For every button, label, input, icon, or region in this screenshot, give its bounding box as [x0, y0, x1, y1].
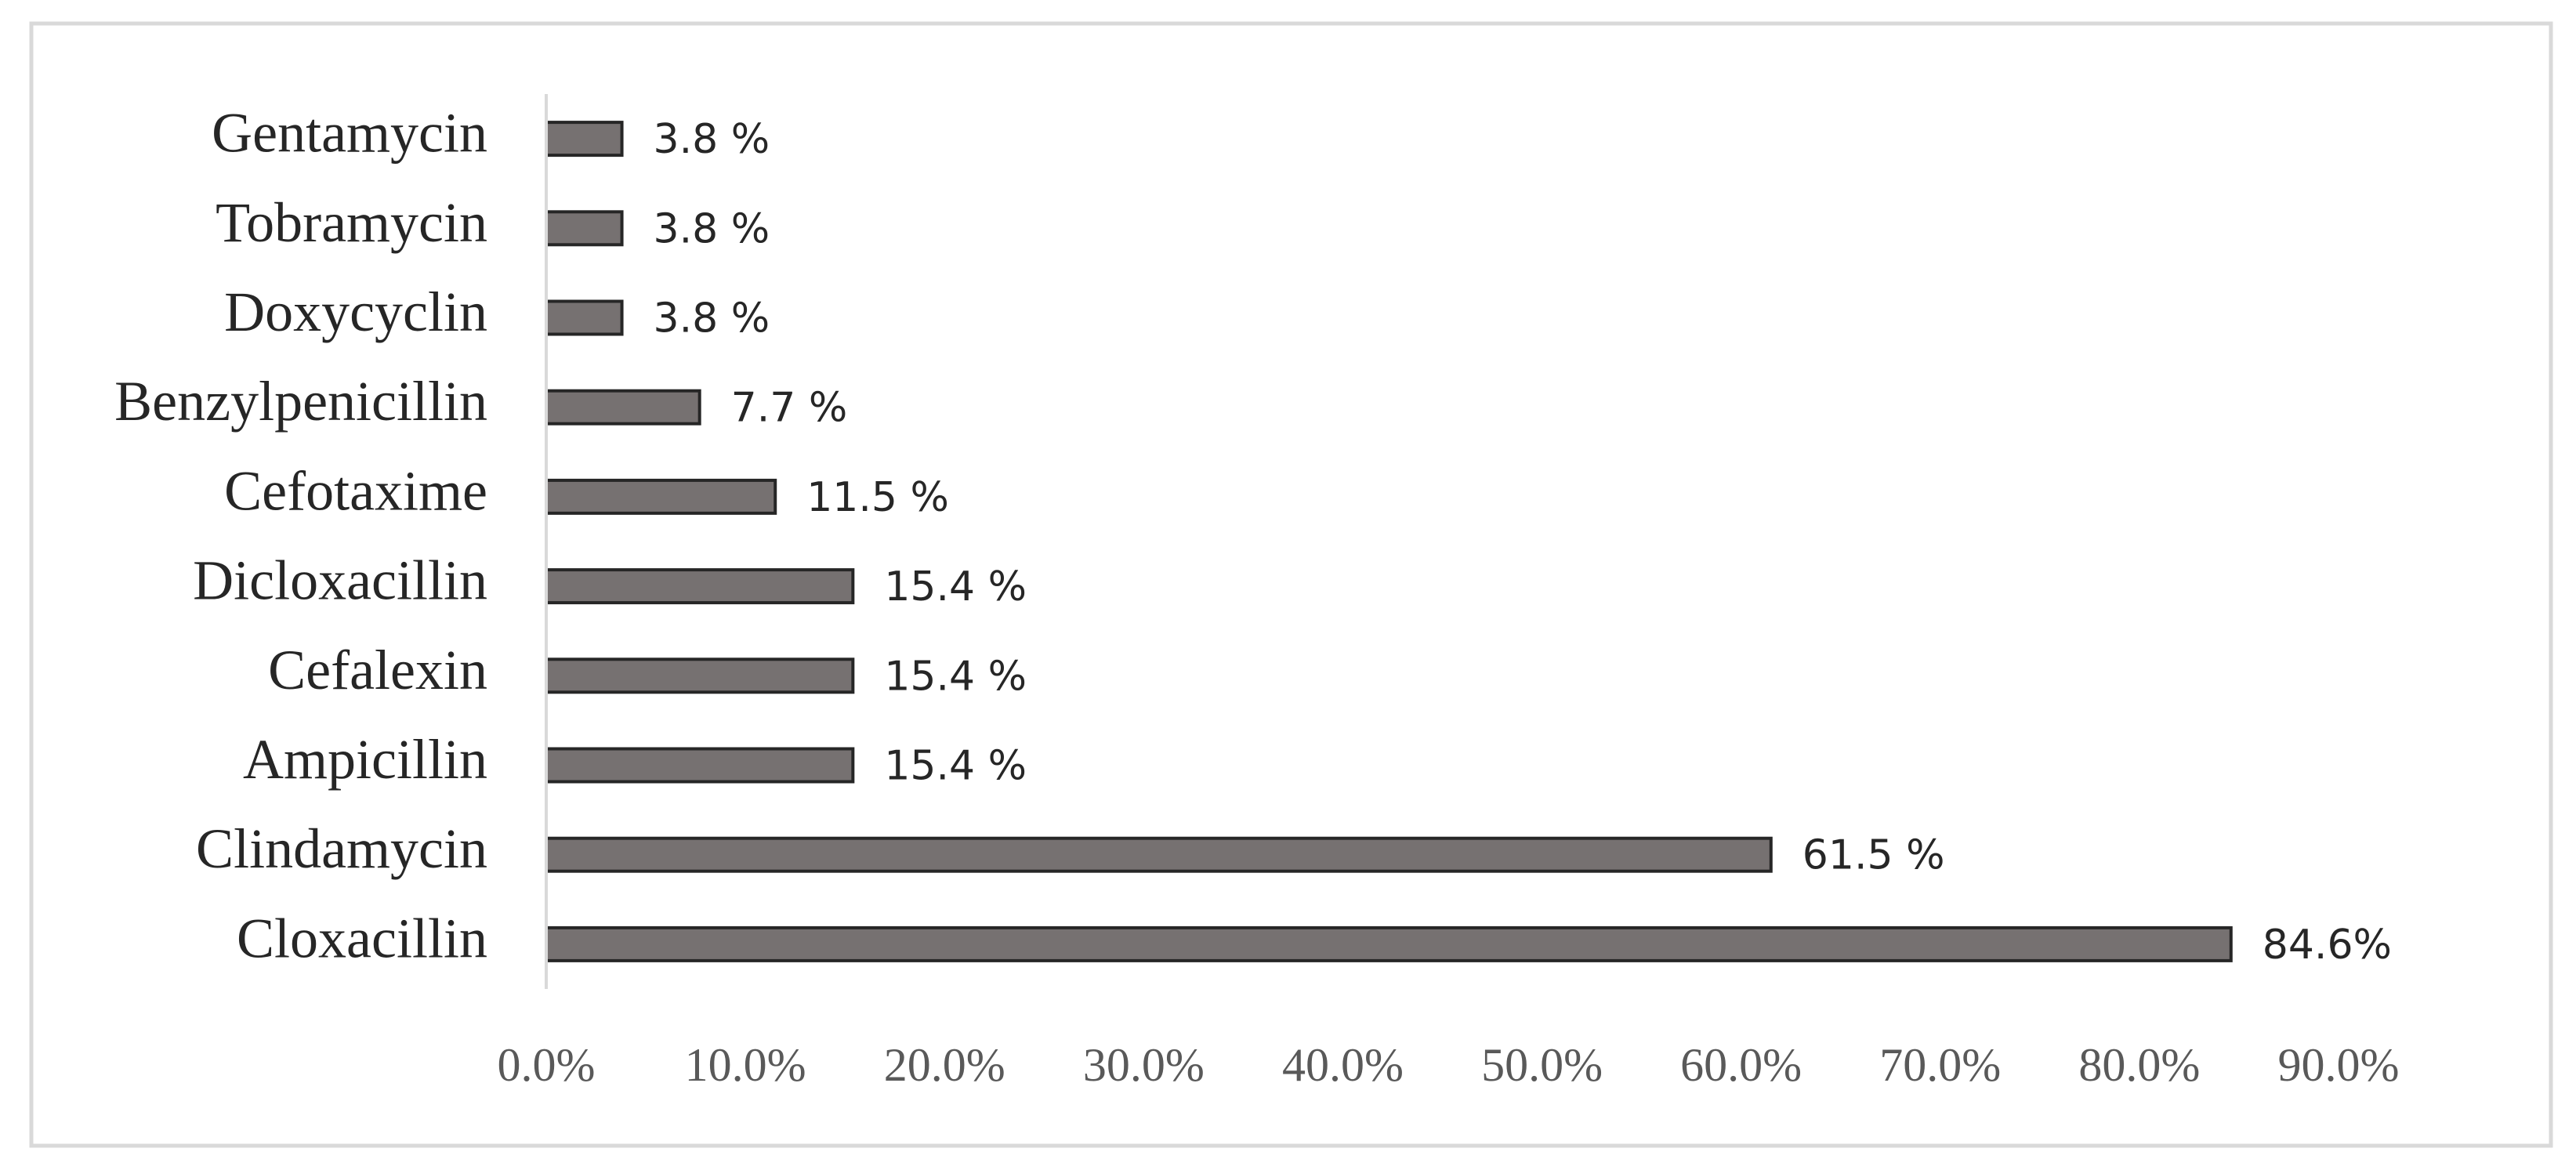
- x-tick-label: 70.0%: [1879, 1039, 2001, 1091]
- x-tick-label: 0.0%: [498, 1039, 596, 1091]
- y-tick-label: Dicloxacillin: [193, 549, 487, 612]
- data-label: 61.5 %: [1802, 832, 1945, 879]
- y-tick-label: Cefalexin: [268, 639, 487, 701]
- data-label: 15.4 %: [884, 563, 1027, 610]
- bar: [545, 389, 701, 426]
- data-label: 11.5 %: [806, 474, 949, 521]
- y-tick-label: Benzylpenicillin: [114, 370, 487, 433]
- y-tick-label: Clindamycin: [196, 817, 487, 880]
- bar: [545, 657, 855, 694]
- y-tick-label: Tobramycin: [216, 191, 487, 254]
- x-tick-label: 50.0%: [1481, 1039, 1603, 1091]
- data-label: 7.7 %: [731, 385, 848, 432]
- bar: [545, 836, 1773, 873]
- y-tick-label: Ampicillin: [243, 728, 487, 791]
- bar: [545, 121, 624, 158]
- data-label: 3.8 %: [654, 116, 770, 163]
- x-tick-label: 30.0%: [1083, 1039, 1205, 1091]
- x-tick-label: 10.0%: [685, 1039, 806, 1091]
- bar: [545, 299, 624, 336]
- bar: [545, 925, 2233, 962]
- bar: [545, 568, 855, 605]
- x-tick-label: 80.0%: [2078, 1039, 2200, 1091]
- data-label: 84.6%: [2263, 922, 2392, 969]
- data-label: 15.4 %: [884, 743, 1027, 790]
- data-label: 15.4 %: [884, 653, 1027, 700]
- y-tick-label: Doxycyclin: [224, 281, 487, 343]
- x-tick-label: 60.0%: [1680, 1039, 1802, 1091]
- data-label: 3.8 %: [654, 295, 770, 342]
- x-tick-label: 40.0%: [1282, 1039, 1404, 1091]
- x-tick-label: 90.0%: [2278, 1039, 2400, 1091]
- bar: [545, 210, 624, 247]
- y-tick-label: Gentamycin: [212, 102, 487, 165]
- bar: [545, 478, 777, 515]
- data-label: 3.8 %: [654, 205, 770, 252]
- y-tick-label: Cloxacillin: [237, 907, 487, 969]
- x-tick-label: 20.0%: [884, 1039, 1005, 1091]
- y-tick-label: Cefotaxime: [224, 459, 487, 522]
- bar: [545, 747, 855, 784]
